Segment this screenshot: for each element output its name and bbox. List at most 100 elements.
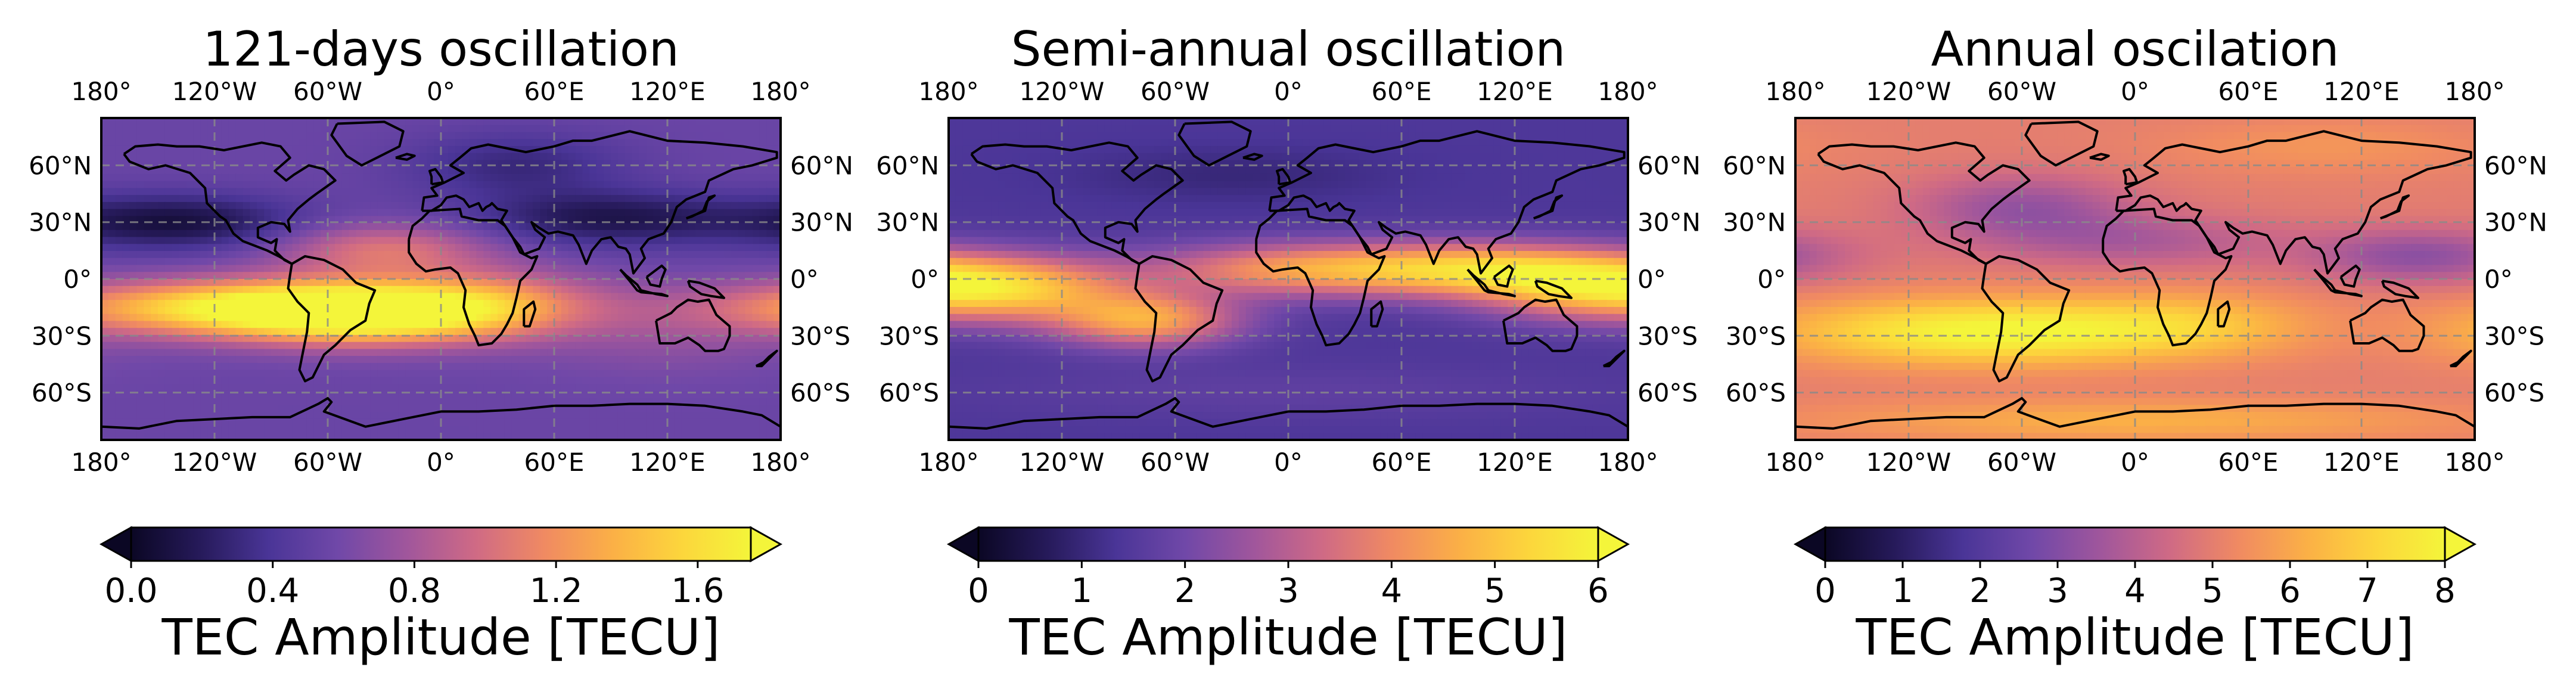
heat-cell [617, 377, 626, 384]
heat-cell [724, 300, 732, 308]
heat-cell [349, 132, 357, 140]
heat-cell [752, 314, 760, 322]
heat-cell [596, 181, 604, 189]
heat-cell [476, 229, 484, 238]
heat-cell [624, 362, 633, 371]
heat-cell [377, 139, 385, 147]
heat-cell [1288, 145, 1296, 154]
heat-cell [681, 370, 689, 378]
heat-cell [469, 279, 477, 287]
heat-cell [370, 209, 378, 217]
heat-cell [469, 229, 477, 238]
heat-cell [582, 188, 591, 196]
heat-cell [617, 173, 626, 182]
heat-cell [235, 125, 244, 133]
heat-cell [363, 195, 371, 203]
heat-cell [575, 306, 583, 315]
heat-cell [738, 160, 746, 167]
heat-cell [498, 132, 505, 140]
heat-cell [568, 209, 576, 217]
heat-cell [228, 405, 237, 412]
heat-cell [1351, 125, 1360, 133]
heat-cell [469, 349, 477, 356]
heat-cell [533, 349, 541, 356]
heat-cell [498, 257, 505, 266]
heat-cell [540, 306, 548, 315]
heat-cell [998, 125, 1006, 133]
heat-cell [1309, 139, 1317, 147]
heat-cell [278, 314, 286, 322]
heat-cell [363, 356, 371, 364]
heat-cell [420, 257, 428, 266]
heat-cell [1486, 139, 1494, 147]
heat-cell [115, 314, 123, 322]
heat-cell [370, 251, 378, 259]
heat-cell [575, 201, 583, 210]
heat-cell [752, 237, 760, 245]
heat-cell [235, 181, 244, 189]
heat-cell [129, 342, 138, 350]
heat-cell [221, 356, 229, 364]
heat-cell [611, 328, 619, 336]
heat-cell [215, 160, 222, 167]
heat-cell [193, 306, 201, 315]
heat-cell [518, 377, 527, 384]
heat-cell [412, 405, 421, 412]
heat-cell [186, 125, 194, 133]
heat-cell [377, 398, 385, 406]
heat-cell [115, 153, 123, 161]
heat-cell [1132, 132, 1141, 140]
heat-cell [158, 384, 166, 392]
heat-cell [172, 286, 180, 294]
heat-cell [455, 362, 463, 371]
heat-cell [504, 418, 512, 427]
heat-cell [1040, 132, 1049, 140]
heat-cell [391, 265, 399, 273]
heat-cell [717, 300, 725, 308]
heat-cell [306, 237, 315, 245]
heat-cell [172, 265, 180, 273]
heat-cell [115, 306, 123, 315]
heat-cell [752, 377, 760, 384]
heat-cell [695, 195, 704, 203]
heat-cell [427, 118, 434, 126]
heat-cell [575, 349, 583, 356]
heat-cell [200, 426, 208, 434]
heat-cell [533, 362, 541, 371]
heat-cell [179, 300, 187, 308]
heat-cell [476, 237, 484, 245]
heat-cell [1154, 145, 1162, 154]
heat-cell [164, 286, 173, 294]
heat-cell [504, 153, 512, 161]
heat-cell [624, 426, 633, 434]
heat-cell [1331, 145, 1338, 154]
heat-cell [724, 118, 732, 126]
heat-cell [660, 209, 668, 217]
panel-2: Semi-annual oscillation180°180°120°W120°… [876, 21, 1701, 666]
heat-cell [1253, 132, 1261, 140]
heat-cell [1472, 139, 1480, 147]
heat-cell [766, 257, 774, 266]
heat-cell [674, 370, 682, 378]
heat-cell [179, 201, 187, 210]
heat-cell [292, 153, 300, 161]
heat-cell [341, 181, 350, 189]
heat-cell [405, 160, 414, 167]
heat-cell [710, 356, 717, 364]
heat-cell [561, 349, 569, 356]
heat-cell [228, 306, 237, 315]
heat-cell [144, 398, 151, 406]
heat-cell [596, 118, 604, 126]
heat-cell [752, 370, 760, 378]
heat-cell [745, 328, 753, 336]
heat-cell [582, 173, 591, 182]
heat-cell [653, 251, 661, 259]
heat-cell [434, 145, 442, 154]
heat-cell [384, 384, 392, 392]
heat-cell [589, 265, 598, 273]
heat-cell [745, 125, 753, 133]
heat-cell [158, 118, 166, 126]
heat-cell [745, 195, 753, 203]
heat-cell [285, 181, 293, 189]
heat-cell [1026, 153, 1034, 161]
